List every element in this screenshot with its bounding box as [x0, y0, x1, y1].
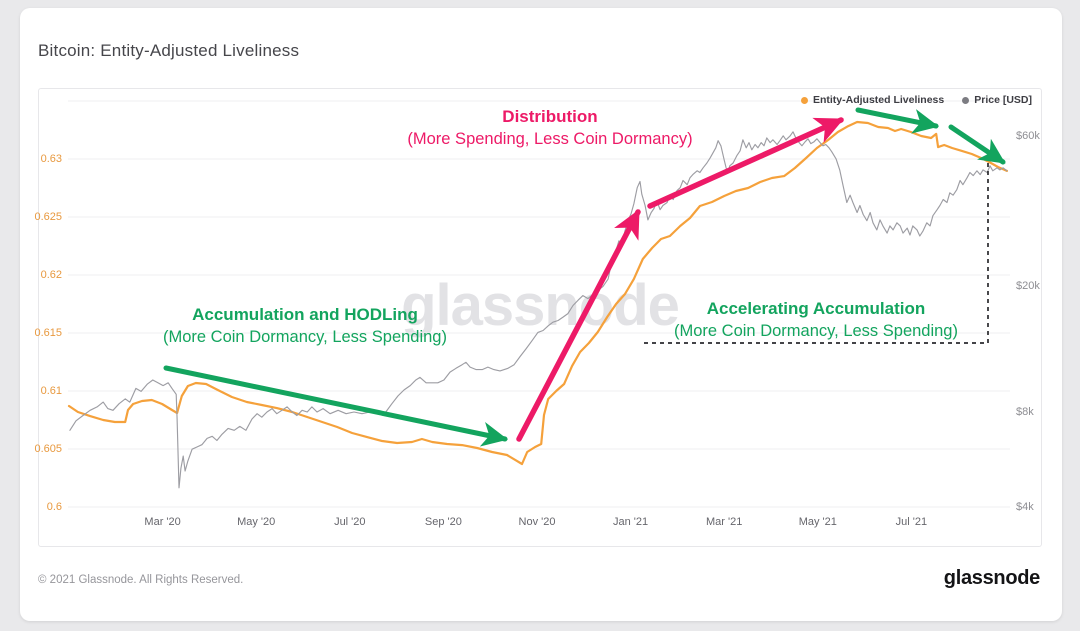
annotation-distribution-subtitle: (More Spending, Less Coin Dormancy)	[407, 130, 693, 148]
annotation-accelerating-title: Accelerating Accumulation	[706, 299, 926, 318]
glassnode-logo: glassnode	[943, 567, 1041, 589]
annotation-distribution: Distribution (More Spending, Less Coin D…	[320, 105, 780, 150]
x-axis-tick-label: Sep '20	[424, 516, 462, 528]
x-axis-tick-label: Mar '20	[144, 516, 181, 528]
legend-item-price[interactable]: Price [USD]	[962, 94, 1032, 106]
left-axis-tick-label: 0.625	[34, 211, 62, 223]
copyright-text: © 2021 Glassnode. All Rights Reserved.	[38, 574, 244, 586]
left-axis-tick-label: 0.63	[40, 153, 62, 165]
x-axis-tick-label: Jan '21	[613, 516, 649, 528]
annotation-accumulation-title: Accumulation and HODLing	[192, 305, 418, 324]
x-axis-tick-label: Nov '20	[518, 516, 556, 528]
page-title: Bitcoin: Entity-Adjusted Liveliness	[38, 41, 300, 60]
legend: Entity-Adjusted Liveliness Price [USD]	[800, 94, 1032, 106]
annotation-accumulation-subtitle: (More Coin Dormancy, Less Spending)	[163, 328, 447, 346]
x-axis-tick-label: Jul '20	[334, 516, 366, 528]
legend-label: Price [USD]	[974, 94, 1032, 106]
right-axis-tick-label: $60k	[1016, 129, 1040, 142]
left-axis-tick-label: 0.61	[40, 385, 62, 397]
annotation-accelerating: Accelerating Accumulation (More Coin Dor…	[586, 297, 1046, 342]
x-axis-tick-label: Mar '21	[706, 516, 743, 528]
annotation-accelerating-subtitle: (More Coin Dormancy, Less Spending)	[674, 322, 958, 340]
left-axis-tick-label: 0.62	[40, 269, 62, 281]
legend-label: Entity-Adjusted Liveliness	[812, 94, 945, 106]
right-axis-tick-label: $8k	[1016, 405, 1034, 418]
x-axis-tick-label: Jul '21	[895, 516, 928, 528]
legend-dot-icon	[800, 96, 808, 104]
x-axis-tick-label: May '20	[237, 516, 276, 528]
annotation-distribution-title: Distribution	[502, 107, 598, 126]
left-axis-tick-label: 0.6	[46, 501, 62, 513]
left-axis-tick-label: 0.605	[34, 443, 62, 455]
x-axis-tick-label: May '21	[798, 516, 837, 528]
legend-item-liveliness[interactable]: Entity-Adjusted Liveliness	[800, 94, 945, 106]
right-axis-tick-label: $4k	[1016, 501, 1034, 513]
annotation-accumulation: Accumulation and HODLing (More Coin Dorm…	[75, 303, 535, 348]
right-axis-tick-label: $20k	[1016, 280, 1040, 293]
legend-dot-icon	[962, 96, 970, 104]
left-axis-tick-label: 0.615	[34, 327, 62, 339]
